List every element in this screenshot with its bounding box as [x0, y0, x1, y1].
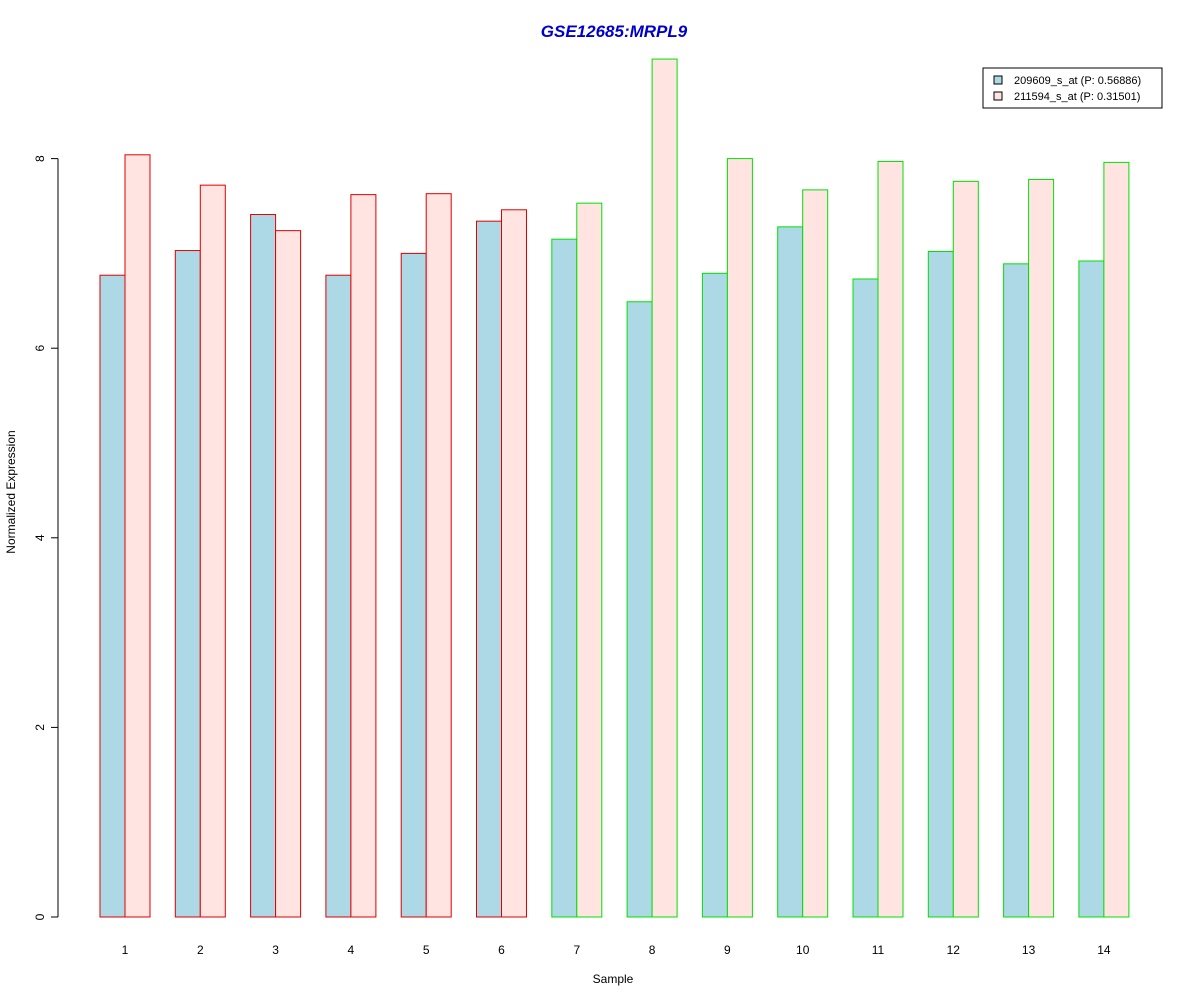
x-tick-label: 9 — [724, 943, 731, 957]
bar-sample-13-series-2 — [1028, 178, 1055, 918]
x-tick-label: 3 — [272, 943, 279, 957]
legend: 209609_s_at (P: 0.56886) 211594_s_at (P: … — [982, 67, 1163, 109]
x-tick-label: 6 — [498, 943, 505, 957]
x-tick-label: 11 — [872, 943, 885, 957]
legend-swatch — [993, 91, 1003, 101]
bar-sample-13-series-1 — [1003, 263, 1030, 918]
bar-sample-11-series-1 — [852, 278, 879, 918]
y-tick-label: 4 — [33, 534, 47, 541]
bar-sample-7-series-1 — [551, 238, 578, 918]
bar-sample-1-series-1 — [99, 274, 126, 918]
legend-label: 209609_s_at (P: 0.56886) — [1014, 75, 1141, 87]
x-tick-label: 14 — [1097, 943, 1111, 957]
x-tick-label: 4 — [348, 943, 355, 957]
y-tick-label: 2 — [33, 724, 47, 731]
bars — [99, 58, 1130, 918]
bar-sample-14-series-2 — [1103, 161, 1130, 918]
bar-sample-5-series-2 — [425, 193, 452, 918]
y-tick-label: 6 — [33, 345, 47, 352]
x-tick-label: 7 — [573, 943, 580, 957]
x-tick-label: 1 — [122, 943, 129, 957]
bar-sample-1-series-2 — [124, 154, 151, 918]
bar-sample-3-series-2 — [275, 230, 302, 918]
y-axis-label: Normalized Expression — [4, 430, 18, 553]
x-tick-label: 5 — [423, 943, 430, 957]
x-tick-label: 12 — [947, 943, 961, 957]
bar-sample-3-series-1 — [250, 214, 277, 918]
x-tick-label: 10 — [796, 943, 810, 957]
y-tick-label: 0 — [33, 913, 47, 920]
x-axis: 1 2 3 4 5 6 7 8 9 10 11 12 13 14 — [122, 943, 1111, 957]
bar-sample-4-series-2 — [350, 194, 377, 918]
bar-sample-2-series-2 — [199, 184, 226, 918]
bar-sample-12-series-1 — [927, 251, 954, 918]
x-tick-label: 13 — [1022, 943, 1036, 957]
bar-sample-4-series-1 — [325, 274, 352, 918]
bar-sample-5-series-1 — [400, 252, 427, 918]
bar-sample-10-series-1 — [777, 226, 804, 918]
chart-title: GSE12685:MRPL9 — [541, 22, 688, 41]
bar-sample-9-series-2 — [726, 158, 753, 918]
bar-sample-10-series-2 — [802, 189, 829, 918]
bar-sample-2-series-1 — [174, 250, 201, 918]
bar-sample-6-series-2 — [501, 209, 527, 918]
legend-label: 211594_s_at (P: 0.31501) — [1014, 91, 1140, 103]
legend-swatch — [993, 75, 1003, 85]
y-tick-label: 8 — [33, 155, 47, 162]
bar-sample-12-series-2 — [952, 180, 979, 918]
bar-sample-14-series-1 — [1078, 260, 1105, 918]
legend-box — [982, 67, 1163, 109]
bar-sample-6-series-1 — [476, 220, 502, 918]
bar-sample-8-series-2 — [651, 58, 678, 918]
bar-sample-9-series-1 — [701, 272, 728, 918]
bar-sample-7-series-2 — [576, 202, 603, 918]
bar-sample-11-series-2 — [877, 160, 904, 918]
bar-sample-8-series-1 — [626, 301, 653, 918]
y-axis: 0 2 4 6 8 — [33, 155, 59, 920]
x-tick-label: 8 — [649, 943, 656, 957]
x-tick-label: 2 — [197, 943, 204, 957]
x-axis-label: Sample — [593, 972, 634, 986]
